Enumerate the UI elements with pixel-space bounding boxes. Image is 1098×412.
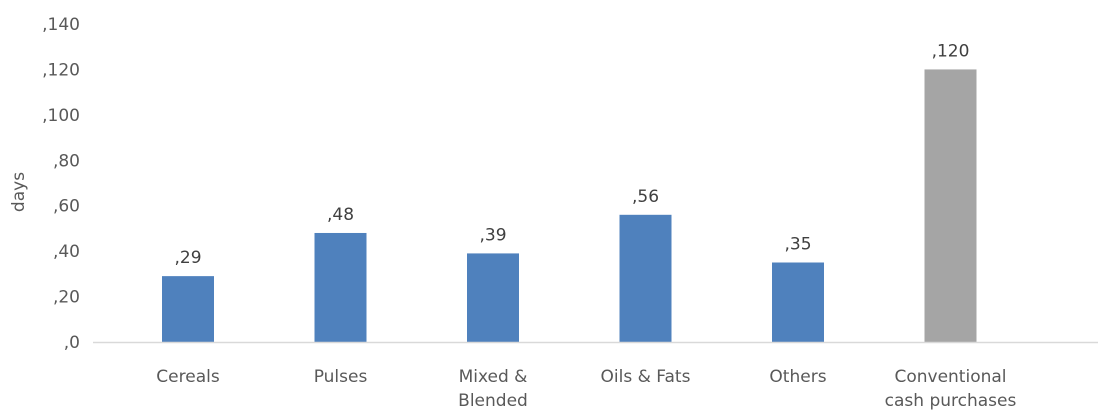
x-category-label: Oils & Fats: [601, 367, 691, 387]
y-tick-label: ,40: [53, 242, 80, 262]
data-labels: ,29 ,48 ,39 ,56 ,35 ,120: [174, 41, 969, 268]
bar: [619, 214, 672, 342]
y-tick-label: ,60: [53, 197, 80, 217]
x-category-label: Cereals: [156, 367, 220, 387]
x-category-label: Others: [769, 367, 826, 387]
data-label: ,35: [784, 235, 811, 255]
data-label: ,29: [174, 248, 201, 268]
y-axis-title: days: [9, 172, 29, 212]
data-label: ,39: [479, 225, 506, 245]
y-axis-tick-labels: ,0 ,20 ,40 ,60 ,80 ,100 ,120 ,140: [42, 15, 80, 353]
bar: [924, 69, 977, 342]
bar: [467, 253, 519, 342]
bar: [772, 262, 824, 342]
bar: [162, 276, 214, 342]
data-label: ,56: [632, 187, 659, 207]
x-axis-category-labels: Cereals Pulses Mixed & Blended Oils & Fats Ot…: [156, 367, 1016, 411]
x-category-label: Mixed & Blended: [458, 367, 528, 411]
y-tick-label: ,120: [42, 60, 80, 80]
y-tick-label: ,20: [53, 288, 80, 308]
y-tick-label: ,80: [53, 151, 80, 171]
x-category-label: Pulses: [314, 367, 368, 387]
y-tick-label: ,140: [42, 15, 80, 35]
bar: [314, 232, 367, 342]
data-label: ,120: [932, 41, 970, 61]
bars: [162, 69, 977, 342]
x-category-label: Conventional cash purchases: [885, 367, 1017, 411]
y-tick-label: ,0: [64, 333, 80, 353]
data-label: ,48: [327, 205, 354, 225]
y-tick-label: ,100: [42, 106, 80, 126]
